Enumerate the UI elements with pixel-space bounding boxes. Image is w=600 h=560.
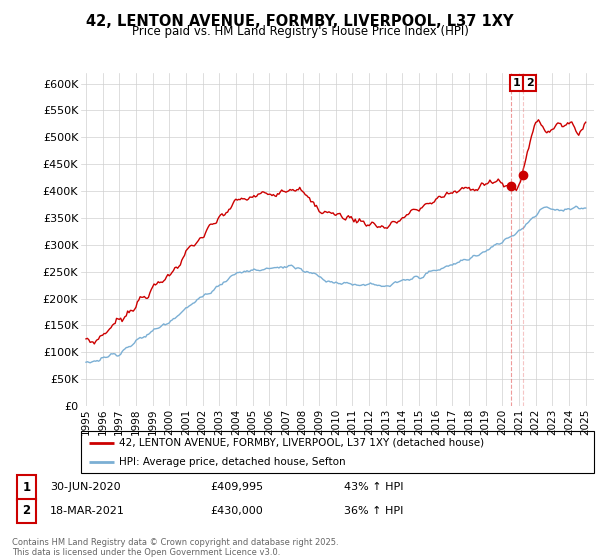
- Text: Contains HM Land Registry data © Crown copyright and database right 2025.
This d: Contains HM Land Registry data © Crown c…: [12, 538, 338, 557]
- Text: 36% ↑ HPI: 36% ↑ HPI: [344, 506, 403, 516]
- Text: 18-MAR-2021: 18-MAR-2021: [50, 506, 125, 516]
- Text: £409,995: £409,995: [210, 482, 263, 492]
- Text: 1: 1: [22, 480, 31, 494]
- Text: £430,000: £430,000: [210, 506, 263, 516]
- Text: 2: 2: [526, 78, 533, 88]
- Text: 42, LENTON AVENUE, FORMBY, LIVERPOOL, L37 1XY: 42, LENTON AVENUE, FORMBY, LIVERPOOL, L3…: [86, 14, 514, 29]
- FancyBboxPatch shape: [17, 475, 36, 500]
- Text: 42, LENTON AVENUE, FORMBY, LIVERPOOL, L37 1XY (detached house): 42, LENTON AVENUE, FORMBY, LIVERPOOL, L3…: [119, 437, 485, 447]
- Text: Price paid vs. HM Land Registry's House Price Index (HPI): Price paid vs. HM Land Registry's House …: [131, 25, 469, 38]
- Text: 30-JUN-2020: 30-JUN-2020: [50, 482, 121, 492]
- Text: 43% ↑ HPI: 43% ↑ HPI: [344, 482, 403, 492]
- Text: 1: 1: [512, 78, 520, 88]
- Text: 2: 2: [22, 505, 31, 517]
- FancyBboxPatch shape: [17, 498, 36, 523]
- Text: HPI: Average price, detached house, Sefton: HPI: Average price, detached house, Seft…: [119, 457, 346, 467]
